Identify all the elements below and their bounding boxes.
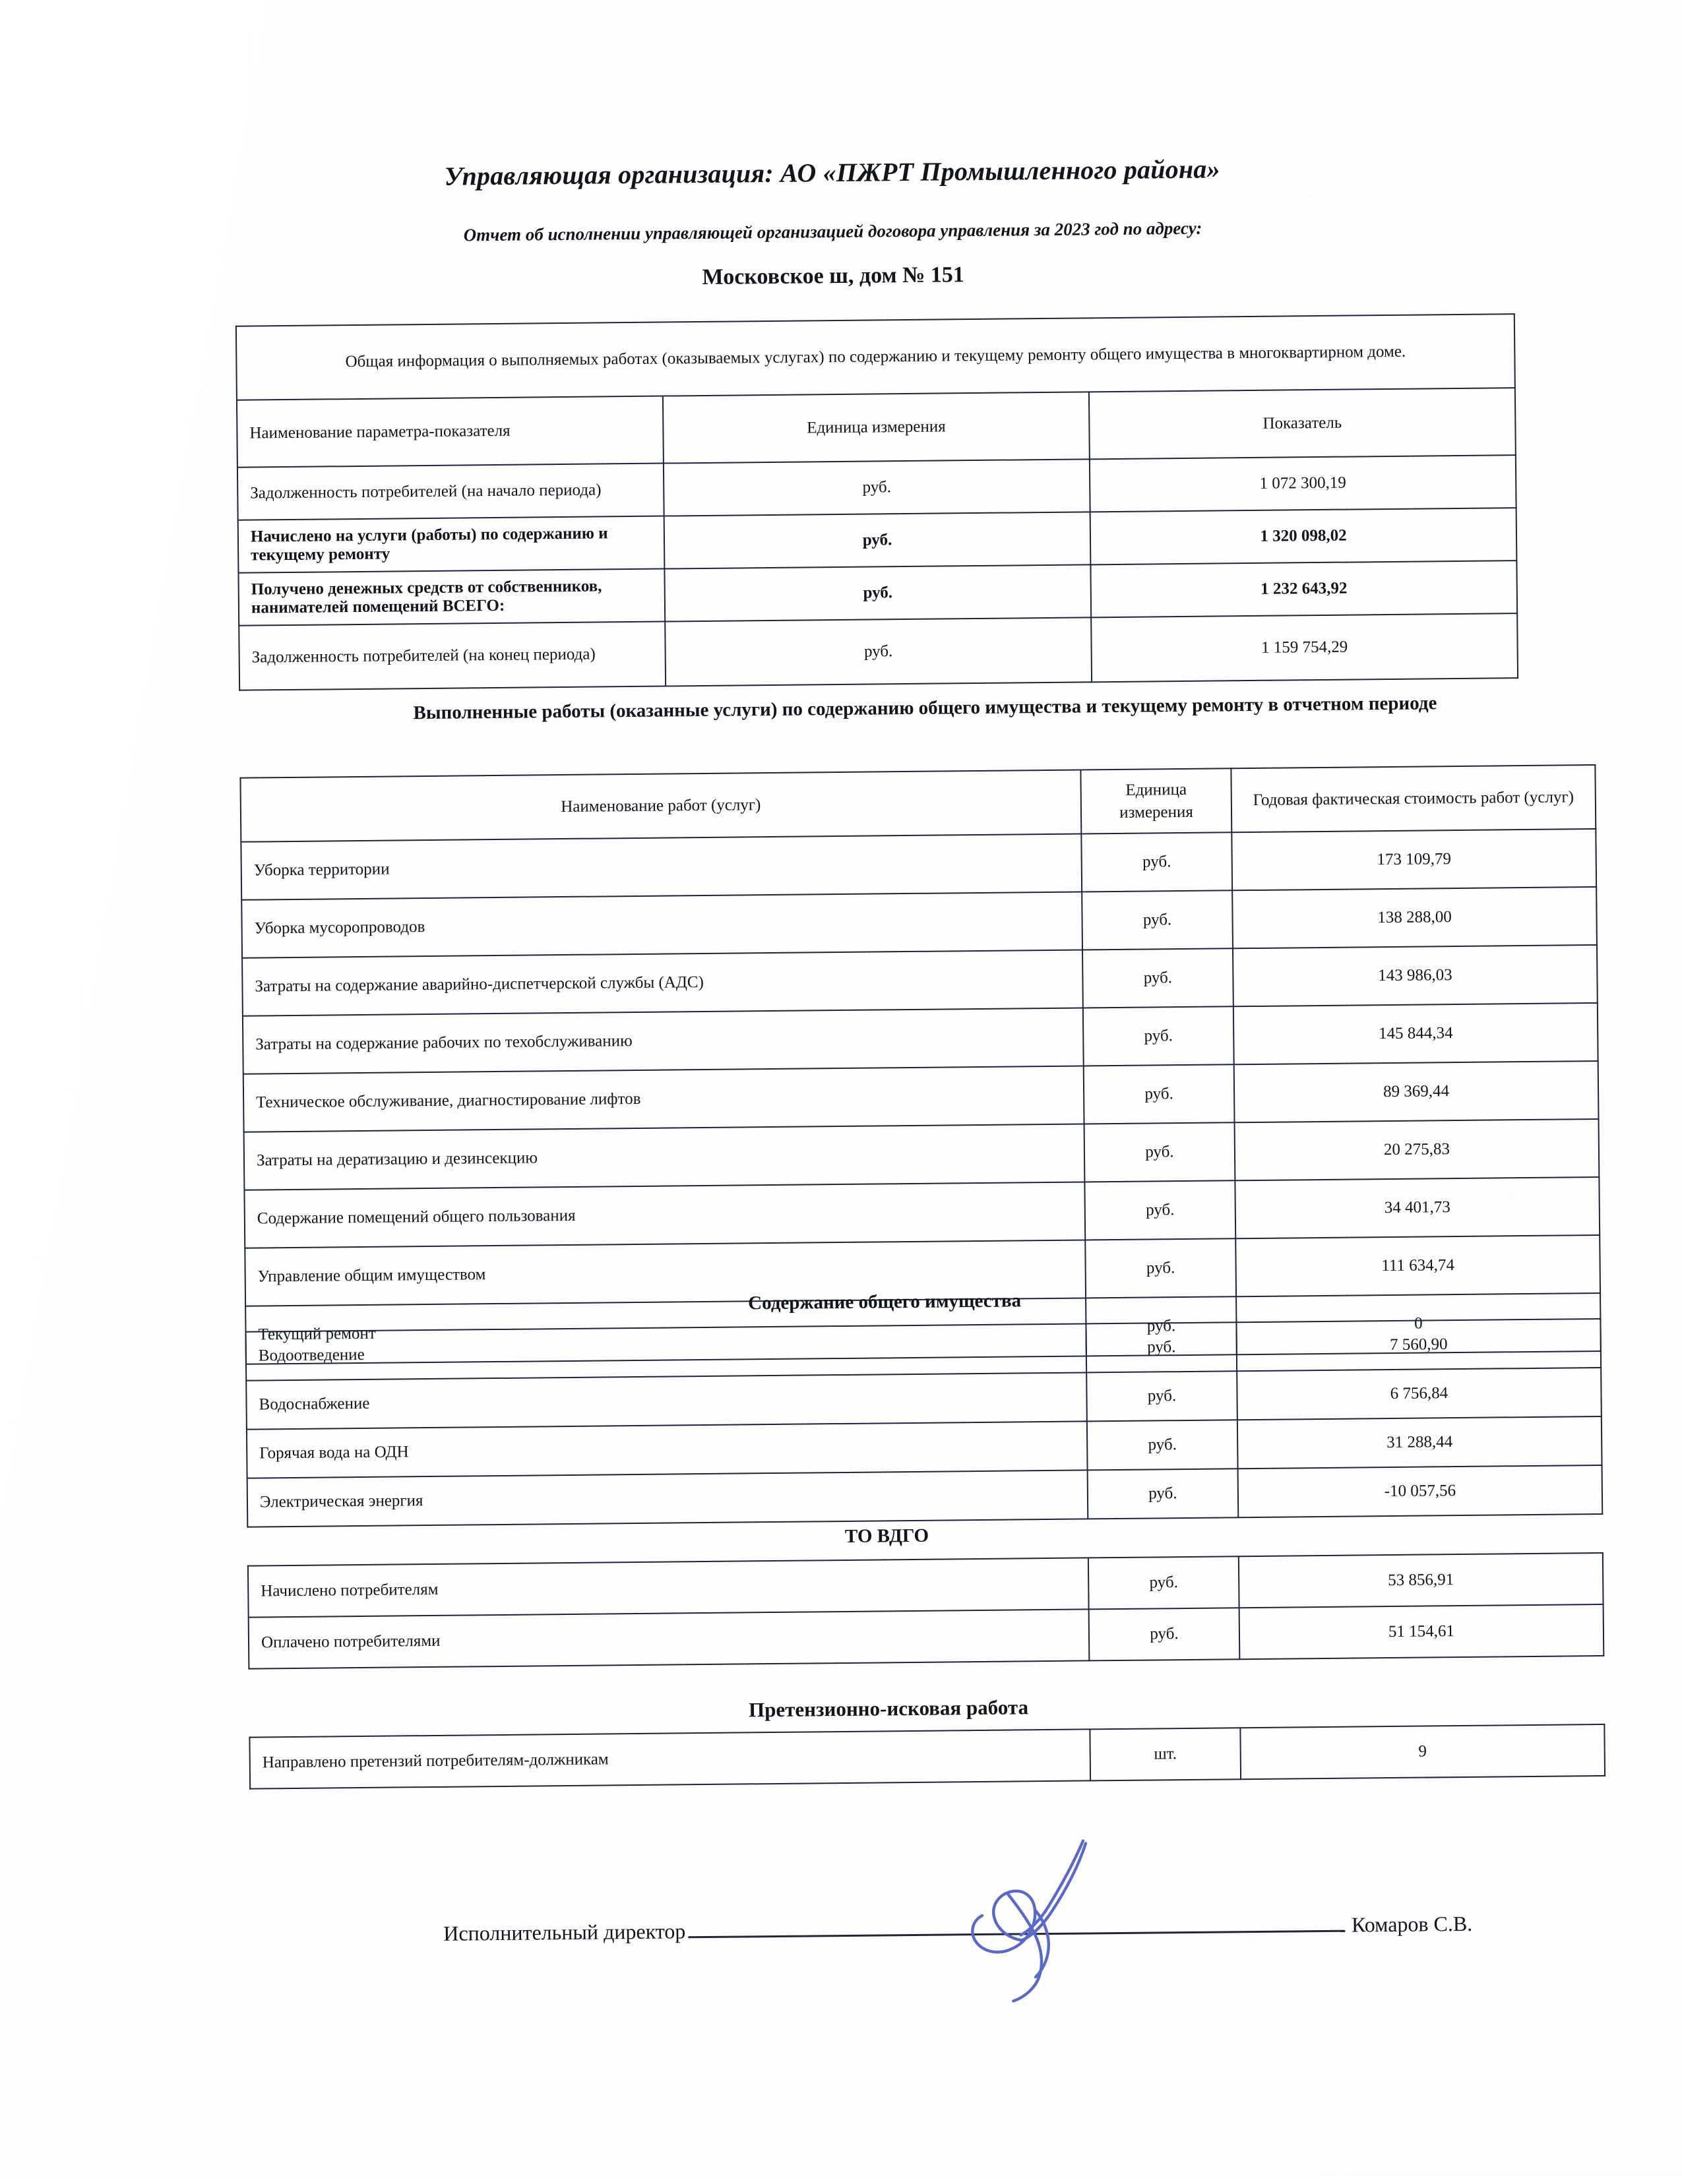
header-work-name: Наименование работ (услуг) xyxy=(240,770,1082,842)
row-unit-cell: руб. xyxy=(1088,1608,1240,1661)
row-label-cell: Затраты на дератизацию и дезинсекцию xyxy=(243,1124,1085,1190)
row-value-cell: 7 560,90 xyxy=(1236,1318,1602,1372)
row-value-cell: -10 057,56 xyxy=(1237,1465,1603,1518)
row-unit-cell: руб. xyxy=(1088,1556,1239,1610)
claims-caption: Претензионно-исковая работа xyxy=(748,1695,1029,1722)
page-title: Управляющая организация: АО «ПЖРТ Промыш… xyxy=(444,154,1220,191)
row-label-cell: Водоснабжение xyxy=(246,1372,1087,1430)
building-address: Московское ш, дом № 151 xyxy=(702,262,964,289)
row-label-cell: Задолженность потребителей (на начало пе… xyxy=(237,463,664,520)
row-value-cell: 89 369,44 xyxy=(1233,1060,1599,1123)
row-label-cell: Уборка территории xyxy=(241,834,1082,900)
row-value-cell: 9 xyxy=(1240,1724,1605,1780)
signature-rule xyxy=(688,1929,1346,1939)
row-unit-cell: руб. xyxy=(1082,1006,1234,1066)
claims-table: Направлено претензий потребителям-должни… xyxy=(249,1724,1605,1790)
row-unit-cell: руб. xyxy=(1086,1322,1237,1373)
table-row: Задолженность потребителей (на конец пер… xyxy=(239,613,1518,690)
table-row: Направлено претензий потребителям-должни… xyxy=(249,1724,1605,1789)
table-header-row: Наименование параметра-показателя Единиц… xyxy=(236,388,1516,468)
row-value-cell: 143 986,03 xyxy=(1232,944,1598,1007)
vdgo-rows: Начислено потребителям руб. 53 856,91 Оплач… xyxy=(247,1552,1604,1669)
vdgo-table: Начислено потребителям руб. 53 856,91 Оплач… xyxy=(247,1552,1604,1670)
general-info-banner: Общая информация о выполняемых работах (… xyxy=(235,314,1515,400)
row-unit-cell: руб. xyxy=(1083,1064,1235,1124)
row-value-cell: 138 288,00 xyxy=(1232,886,1597,949)
row-unit-cell: руб. xyxy=(1086,1420,1238,1471)
row-value-cell: 173 109,79 xyxy=(1231,828,1597,891)
row-value-cell: 53 856,91 xyxy=(1238,1552,1604,1608)
row-label-cell: Электрическая энергия xyxy=(247,1470,1088,1527)
table-banner-row: Общая информация о выполняемых работах (… xyxy=(235,314,1515,400)
row-unit-cell: руб. xyxy=(1081,832,1233,892)
signer-name: Комаров С.В. xyxy=(1351,1911,1473,1937)
works-section-caption: Выполненные работы (оказанные услуги) по… xyxy=(413,692,1437,724)
report-subtitle: Отчет об исполнении управляющей организа… xyxy=(463,218,1202,245)
row-value-cell: 51 154,61 xyxy=(1239,1604,1604,1660)
claims-rows: Направлено претензий потребителям-должни… xyxy=(249,1724,1605,1789)
row-unit-cell: руб. xyxy=(1084,1180,1236,1240)
header-value: Показатель xyxy=(1088,388,1516,460)
row-label-cell: Направлено претензий потребителям-должни… xyxy=(249,1729,1091,1789)
row-value-cell: 145 844,34 xyxy=(1233,1002,1598,1065)
row-unit-cell: руб. xyxy=(664,564,1092,622)
signature-position-label: Исполнительный директор xyxy=(443,1919,686,1945)
row-label-cell: Получено денежных средств от собственник… xyxy=(238,568,666,626)
row-value-cell: 20 275,83 xyxy=(1234,1118,1600,1181)
row-unit-cell: руб. xyxy=(1084,1122,1235,1182)
row-value-cell: 31 288,44 xyxy=(1237,1416,1602,1469)
row-label-cell: Оплачено потребителями xyxy=(248,1609,1090,1669)
row-value-cell: 34 401,73 xyxy=(1235,1176,1600,1239)
row-label-cell: Затраты на содержание аварийно-диспетчер… xyxy=(242,950,1083,1016)
row-label-cell: Содержание помещений общего пользования xyxy=(244,1182,1086,1248)
row-unit-cell: руб. xyxy=(665,617,1092,686)
row-unit-cell: шт. xyxy=(1090,1728,1241,1781)
row-label-cell: Начислено на услуги (работы) по содержан… xyxy=(237,516,665,573)
header-unit: Единица измерения xyxy=(1080,768,1232,834)
row-unit-cell: руб. xyxy=(1087,1469,1239,1519)
row-label-cell: Затраты на содержание рабочих по техобсл… xyxy=(242,1008,1084,1074)
row-value-cell: 1 320 098,02 xyxy=(1090,508,1517,565)
row-label-cell: Техническое обслуживание, диагностирован… xyxy=(243,1066,1084,1132)
row-label-cell: Горячая вода на ОДН xyxy=(246,1421,1088,1478)
header-annual-cost: Годовая фактическая стоимость работ (усл… xyxy=(1231,765,1596,833)
signature-line-row: Исполнительный директор Комаров С.В. xyxy=(443,1877,1473,1946)
row-value-cell: 6 756,84 xyxy=(1237,1367,1602,1420)
row-unit-cell: руб. xyxy=(1082,948,1233,1008)
row-label-cell: Начислено потребителям xyxy=(247,1558,1089,1618)
row-unit-cell: руб. xyxy=(1082,890,1233,950)
row-unit-cell: руб. xyxy=(1086,1371,1237,1422)
row-value-cell: 1 232 643,92 xyxy=(1090,561,1518,618)
row-value-cell: 1 072 300,19 xyxy=(1089,455,1516,512)
row-label-cell: Водоотведение xyxy=(245,1323,1087,1381)
row-unit-cell: руб. xyxy=(664,512,1091,569)
common-property-table: Водоотведение руб. 7 560,90 Водоснабжение ру… xyxy=(245,1318,1603,1528)
general-info-table: Общая информация о выполняемых работах (… xyxy=(235,313,1518,691)
header-parameter-name: Наименование параметра-показателя xyxy=(236,396,664,468)
row-unit-cell: руб. xyxy=(663,459,1090,516)
common-property-rows: Водоотведение руб. 7 560,90 Водоснабжение ру… xyxy=(245,1318,1603,1527)
works-table: Наименование работ (услуг) Единица измер… xyxy=(239,764,1601,1365)
row-value-cell: 1 159 754,29 xyxy=(1091,613,1518,682)
row-label-cell: Уборка мусоропроводов xyxy=(241,892,1083,958)
header-unit: Единица измерения xyxy=(662,392,1090,464)
general-info-rows: Задолженность потребителей (на начало пе… xyxy=(237,455,1518,690)
row-label-cell: Задолженность потребителей (на конец пер… xyxy=(239,621,666,690)
